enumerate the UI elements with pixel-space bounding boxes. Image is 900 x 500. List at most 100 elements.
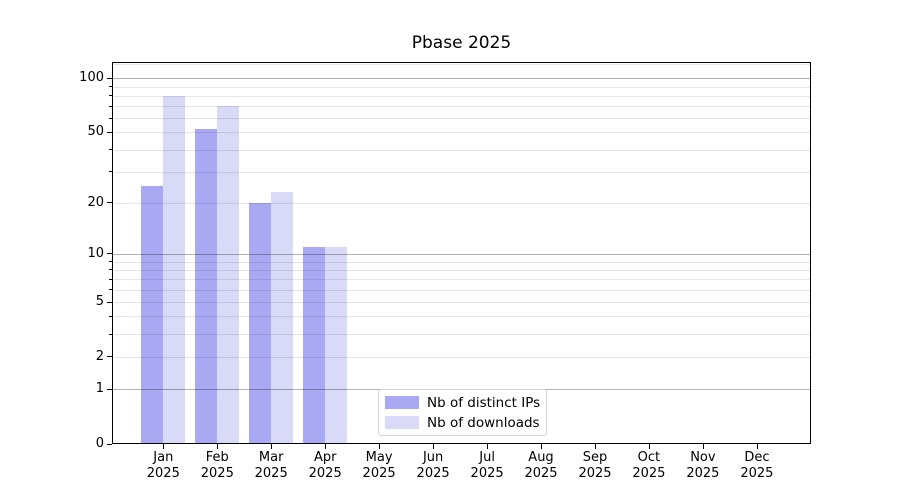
y-gridline-minor (113, 334, 810, 336)
y-tick-label: 0 (95, 436, 104, 451)
y-gridline-minor (113, 316, 810, 318)
x-tick-label-month: Jan (153, 450, 174, 465)
bar-distinct-ips-apr (303, 247, 326, 444)
x-tick-label: Nov 2025 (676, 450, 730, 482)
x-tick-label-month: Aug (528, 450, 554, 465)
bar-downloads-jan (163, 95, 186, 444)
y-minor-tick (109, 289, 112, 291)
x-tick-label: Oct 2025 (622, 450, 676, 482)
y-minor-tick (109, 315, 112, 317)
x-tick (163, 444, 165, 449)
y-gridline-minor (113, 86, 810, 88)
x-tick (595, 444, 596, 449)
y-tick (107, 301, 112, 303)
y-gridline-minor (113, 279, 810, 281)
y-tick-label: 5 (95, 294, 104, 309)
y-tick-label: 20 (87, 194, 104, 210)
x-tick (541, 444, 542, 449)
x-tick-label-month: Jul (479, 450, 495, 465)
y-gridline-minor (113, 269, 810, 271)
x-tick-label-year: 2025 (308, 466, 342, 481)
x-tick-label: Jul 2025 (460, 450, 514, 482)
x-tick (217, 444, 219, 449)
x-tick (702, 444, 704, 449)
y-tick (107, 77, 112, 79)
x-tick-label-year: 2025 (740, 466, 774, 481)
bar-distinct-ips-mar (249, 202, 272, 444)
y-gridline-minor (113, 289, 810, 291)
x-tick-label-month: Nov (690, 450, 716, 465)
x-tick-label-year: 2025 (578, 466, 612, 481)
y-tick (107, 253, 112, 255)
y-tick (107, 131, 112, 133)
bar-downloads-mar (271, 192, 294, 444)
y-gridline-minor (113, 302, 810, 303)
x-tick-label-year: 2025 (632, 466, 666, 481)
bar-downloads-apr (325, 247, 348, 444)
x-tick (648, 444, 650, 449)
y-tick (107, 443, 112, 445)
y-tick (107, 356, 112, 358)
x-tick-label-month: May (365, 450, 393, 465)
y-gridline-minor (113, 261, 810, 263)
x-tick-label-year: 2025 (416, 466, 450, 481)
x-tick (487, 444, 489, 449)
x-tick-label: Apr 2025 (298, 450, 352, 482)
x-tick-label: Feb 2025 (190, 450, 244, 482)
y-gridline-minor (113, 132, 810, 134)
legend-label-distinct-ips: Nb of distinct IPs (427, 394, 541, 411)
x-tick-label-year: 2025 (686, 466, 720, 481)
bar-distinct-ips-jan (141, 185, 164, 444)
x-tick-label-year: 2025 (146, 466, 180, 481)
y-minor-tick (109, 261, 112, 262)
legend-swatch-distinct-ips-icon (385, 396, 419, 409)
x-tick (379, 444, 381, 449)
x-tick (271, 444, 273, 449)
y-tick-label: 10 (87, 245, 104, 261)
legend-entry-downloads: Nb of downloads (385, 414, 540, 431)
x-tick-label-month: Mar (258, 450, 284, 465)
y-tick-label: 1 (95, 381, 104, 397)
legend-label-downloads: Nb of downloads (427, 414, 540, 431)
x-tick-label: Sep 2025 (568, 450, 622, 482)
x-tick-label-month: Jun (422, 450, 444, 465)
x-tick (756, 444, 758, 449)
y-gridline-minor (113, 149, 810, 151)
y-minor-tick (109, 117, 112, 119)
y-minor-tick (109, 95, 112, 97)
y-tick-label: 2 (95, 348, 104, 364)
x-tick-label: May 2025 (352, 450, 406, 482)
y-minor-tick (109, 171, 112, 173)
y-gridline-minor (113, 118, 810, 120)
y-gridline-minor (113, 202, 810, 204)
x-tick-label-month: Feb (205, 450, 229, 465)
x-tick-label: Jan 2025 (136, 450, 190, 482)
y-gridline-minor (113, 106, 810, 108)
y-minor-tick (109, 278, 112, 280)
y-gridline-minor (113, 95, 810, 97)
y-minor-tick (109, 269, 112, 271)
y-tick-label: 50 (87, 124, 104, 140)
x-tick-label-year: 2025 (524, 466, 558, 481)
chart-title: Pbase 2025 (411, 33, 512, 53)
bar-distinct-ips-feb (195, 129, 218, 444)
x-tick-label: Dec 2025 (730, 450, 784, 482)
y-tick (107, 388, 112, 390)
x-tick-label-year: 2025 (254, 466, 288, 481)
y-tick-label: 100 (79, 70, 104, 86)
y-minor-tick (109, 149, 112, 151)
x-tick-label-year: 2025 (200, 466, 234, 481)
y-minor-tick (109, 105, 112, 107)
y-minor-tick (109, 333, 112, 335)
x-tick (325, 444, 327, 449)
x-tick-label-month: Apr (313, 450, 337, 465)
y-gridline-minor (113, 63, 810, 65)
y-tick (107, 202, 112, 204)
y-gridline-minor (113, 356, 810, 358)
legend-swatch-downloads-icon (385, 416, 419, 429)
y-minor-tick (109, 86, 112, 87)
x-tick-label-year: 2025 (362, 466, 396, 481)
legend: Nb of distinct IPs Nb of downloads (378, 389, 547, 436)
legend-entry-distinct-ips: Nb of distinct IPs (385, 394, 541, 411)
